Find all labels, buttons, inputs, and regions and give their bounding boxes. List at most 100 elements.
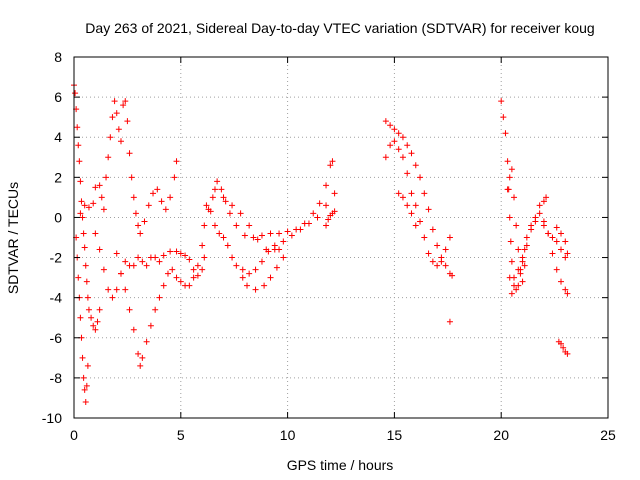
data-point-9-15 bbox=[446, 234, 453, 241]
data-point-9-10 bbox=[425, 250, 432, 257]
data-point-6-0 bbox=[211, 186, 218, 193]
series-arc-6 bbox=[211, 186, 338, 253]
data-point-8-7 bbox=[412, 162, 419, 169]
data-point-3-24 bbox=[199, 266, 206, 273]
data-point-0-12 bbox=[83, 278, 90, 285]
data-point-4-29 bbox=[233, 222, 240, 229]
data-point-14-1 bbox=[508, 290, 515, 297]
data-point-8-4 bbox=[399, 134, 406, 141]
data-point-0-17 bbox=[92, 326, 99, 333]
data-point-2-25 bbox=[141, 218, 148, 225]
data-point-3-11 bbox=[139, 258, 146, 265]
data-point-5-7 bbox=[233, 262, 240, 269]
data-point-15-0 bbox=[540, 222, 547, 229]
y-tick-label--8: -8 bbox=[50, 370, 63, 386]
data-point-2-20 bbox=[128, 174, 135, 181]
data-point-13-7 bbox=[519, 278, 526, 285]
data-point-2-24 bbox=[137, 230, 144, 237]
data-point-2-32 bbox=[171, 174, 178, 181]
data-point-3-20 bbox=[182, 252, 189, 259]
data-point-9-4 bbox=[399, 154, 406, 161]
x-tick-label-5: 5 bbox=[177, 427, 185, 443]
data-point-8-14 bbox=[442, 262, 449, 269]
data-point-4-31 bbox=[250, 234, 257, 241]
data-point-12-9 bbox=[513, 286, 520, 293]
data-point-4-5 bbox=[135, 350, 142, 357]
data-point-2-11 bbox=[109, 114, 116, 121]
data-point-4-16 bbox=[177, 278, 184, 285]
data-point-6-12 bbox=[314, 214, 321, 221]
data-point-15-4 bbox=[558, 246, 565, 253]
data-point-13-5 bbox=[515, 246, 522, 253]
data-point-3-18 bbox=[173, 248, 180, 255]
data-point-3-16 bbox=[160, 252, 167, 259]
data-point-8-2 bbox=[391, 126, 398, 133]
data-point-5-0 bbox=[203, 202, 210, 209]
data-point-9-13 bbox=[438, 258, 445, 265]
data-point-6-2 bbox=[229, 202, 236, 209]
data-point-1-11 bbox=[84, 362, 91, 369]
data-point-5-11 bbox=[258, 258, 265, 265]
series-arc-14 bbox=[506, 254, 526, 297]
data-point-0-4 bbox=[75, 142, 82, 149]
series-arc-4 bbox=[113, 158, 336, 369]
series-arc-9 bbox=[382, 138, 453, 269]
data-point-12-5 bbox=[506, 214, 513, 221]
data-point-12-17 bbox=[536, 210, 543, 217]
data-point-2-5 bbox=[96, 182, 103, 189]
data-point-3-21 bbox=[186, 256, 193, 263]
data-point-3-15 bbox=[156, 258, 163, 265]
data-point-13-3 bbox=[511, 194, 518, 201]
data-point-2-0 bbox=[77, 210, 84, 217]
y-tick-label-0: 0 bbox=[54, 209, 62, 225]
data-point-3-9 bbox=[130, 262, 137, 269]
data-point-6-8 bbox=[280, 238, 287, 245]
data-point-15-3 bbox=[553, 238, 560, 245]
axis-ticks bbox=[73, 56, 609, 419]
data-point-9-6 bbox=[408, 190, 415, 197]
data-point-0-3 bbox=[74, 124, 81, 131]
data-point-13-12 bbox=[536, 202, 543, 209]
data-point-2-15 bbox=[117, 138, 124, 145]
data-point-8-11 bbox=[429, 226, 436, 233]
data-point-13-4 bbox=[513, 222, 520, 229]
data-point-4-40 bbox=[323, 182, 330, 189]
data-point-3-0 bbox=[92, 230, 99, 237]
data-point-2-19 bbox=[126, 150, 133, 157]
data-point-8-1 bbox=[387, 122, 394, 129]
data-point-12-24 bbox=[564, 290, 571, 297]
data-point-4-35 bbox=[284, 228, 291, 235]
data-point-4-22 bbox=[201, 222, 208, 229]
data-point-8-10 bbox=[425, 206, 432, 213]
data-point-5-2 bbox=[211, 222, 218, 229]
data-point-12-2 bbox=[502, 130, 509, 137]
data-point-13-8 bbox=[521, 262, 528, 269]
x-tick-label-15: 15 bbox=[387, 427, 403, 443]
data-point-2-23 bbox=[135, 222, 142, 229]
data-point-0-8 bbox=[79, 214, 86, 221]
data-point-3-2 bbox=[100, 266, 107, 273]
data-point-8-6 bbox=[408, 150, 415, 157]
data-point-1-10 bbox=[83, 382, 90, 389]
data-point-5-5 bbox=[224, 242, 231, 249]
data-point-6-1 bbox=[220, 194, 227, 201]
data-point-8-16 bbox=[449, 272, 456, 279]
data-point-13-2 bbox=[508, 166, 515, 173]
data-point-5-21 bbox=[239, 274, 246, 281]
data-point-5-20 bbox=[244, 282, 251, 289]
y-axis-label: SDTVAR / TECUs bbox=[5, 182, 21, 294]
data-point-4-26 bbox=[218, 186, 225, 193]
data-point-5-3 bbox=[216, 230, 223, 237]
data-point-3-14 bbox=[152, 254, 159, 261]
data-point-9-8 bbox=[417, 218, 424, 225]
data-point-7-1 bbox=[325, 216, 332, 223]
data-point-6-5 bbox=[254, 236, 261, 243]
data-point-7-4 bbox=[331, 208, 338, 215]
data-point-6-11 bbox=[305, 220, 312, 227]
data-point-0-13 bbox=[84, 294, 91, 301]
data-point-2-7 bbox=[100, 206, 107, 213]
data-point-4-32 bbox=[258, 232, 265, 239]
y-tick-label-6: 6 bbox=[54, 89, 62, 105]
data-point-4-2 bbox=[122, 286, 129, 293]
